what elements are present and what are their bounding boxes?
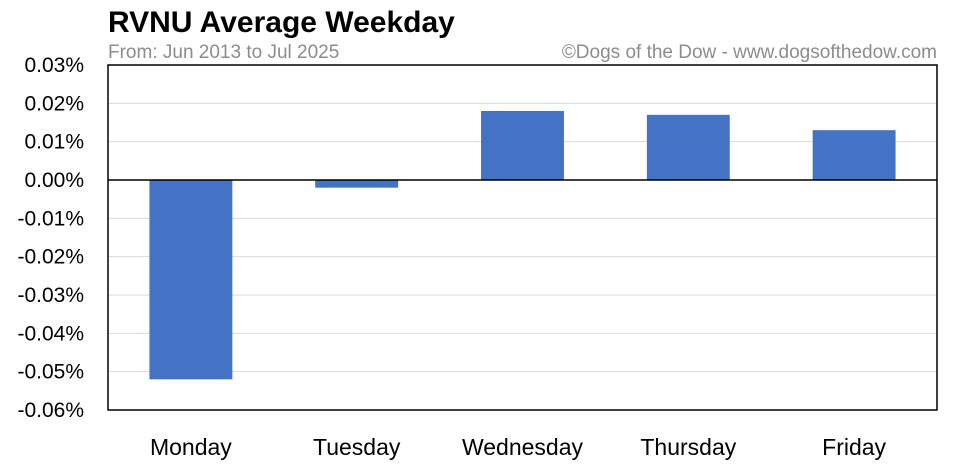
y-tick-label: -0.02% <box>17 246 84 269</box>
chart-title: RVNU Average Weekday <box>108 6 455 39</box>
y-tick-label: 0.00% <box>24 169 84 192</box>
y-tick-label: -0.06% <box>17 399 84 422</box>
y-tick-label: -0.01% <box>17 207 84 230</box>
plot-frame <box>107 64 938 411</box>
x-tick-label: Wednesday <box>462 434 584 460</box>
chart-subtitle: From: Jun 2013 to Jul 2025 <box>108 42 339 63</box>
y-tick-label: 0.03% <box>24 54 84 77</box>
y-tick-label: 0.02% <box>24 92 84 115</box>
bar-wednesday <box>481 111 564 180</box>
x-axis-ticks: Monday Tuesday Wednesday Thursday Friday <box>150 434 887 460</box>
y-tick-label: 0.01% <box>24 131 84 154</box>
chart-credit: ©Dogs of the Dow - www.dogsofthedow.com <box>562 42 937 63</box>
y-axis-ticks: 0.03% 0.02% 0.01% 0.00% -0.01% -0.02% -0.03% -0… <box>17 54 84 422</box>
y-tick-label: -0.05% <box>17 361 84 384</box>
y-tick-label: -0.03% <box>17 284 84 307</box>
x-tick-label: Monday <box>150 434 232 460</box>
bar-tuesday <box>315 180 399 188</box>
x-tick-label: Tuesday <box>313 434 401 460</box>
bar-monday <box>149 180 233 380</box>
x-tick-label: Friday <box>822 434 886 460</box>
x-tick-label: Thursday <box>640 434 736 460</box>
bar-friday <box>812 130 896 180</box>
y-tick-label: -0.04% <box>17 322 84 345</box>
bars <box>149 111 896 380</box>
bar-thursday <box>646 114 730 180</box>
